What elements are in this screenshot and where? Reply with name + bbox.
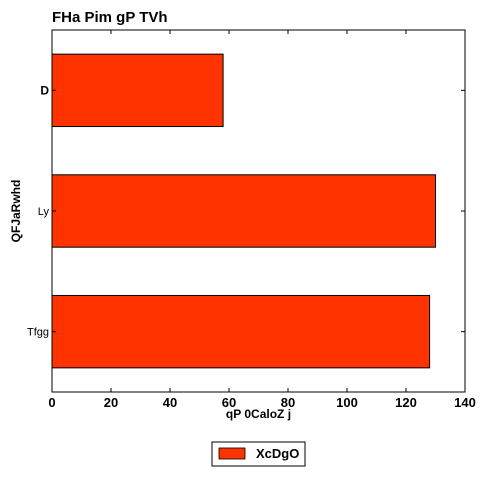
- y-axis-label: QFJaRwhd: [9, 180, 23, 243]
- x-tick-label: 40: [163, 395, 177, 410]
- bar-tfgg: [51, 294, 431, 369]
- y-tick-label: D: [40, 83, 49, 97]
- bar-ly: [51, 174, 436, 248]
- x-tick-label: 100: [336, 395, 358, 410]
- x-tick-label: 0: [48, 395, 55, 410]
- x-axis-label: qP 0CaloZ j: [226, 407, 291, 421]
- x-tick-label: 20: [104, 395, 118, 410]
- x-tick-label: 140: [454, 395, 476, 410]
- chart-title: FHa Pim gP TVh: [52, 9, 168, 26]
- legend: XcDgO: [211, 441, 306, 467]
- legend-label: XcDgO: [256, 446, 299, 461]
- y-tick-label: Tfgg: [27, 327, 49, 339]
- x-tick-label: 120: [395, 395, 417, 410]
- legend-swatch: [218, 447, 246, 460]
- x-tick-label: 80: [281, 395, 295, 410]
- y-tick-label: Ly: [38, 206, 50, 218]
- x-tick-label: 60: [222, 395, 236, 410]
- bar-d: [51, 53, 224, 128]
